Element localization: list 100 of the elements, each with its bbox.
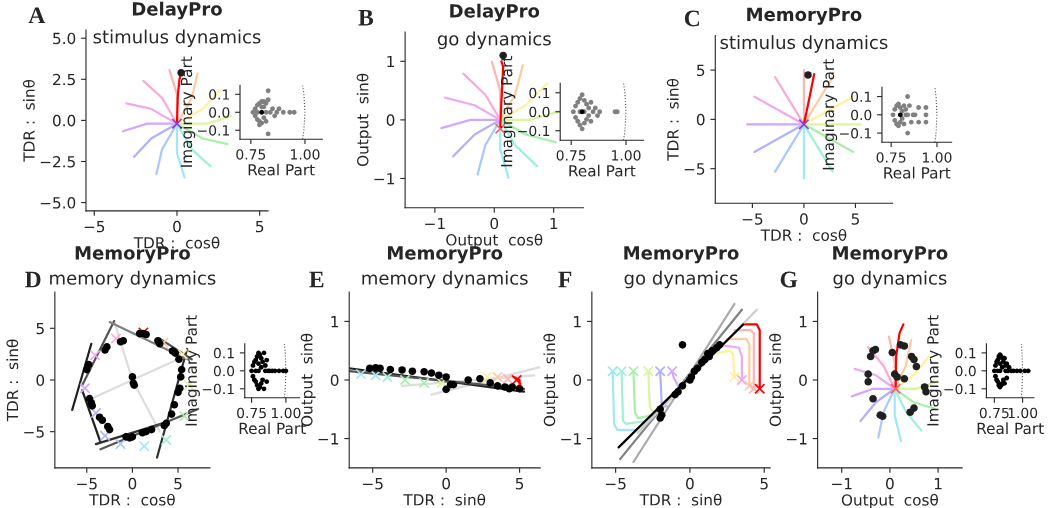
- y-tick-label: 5: [697, 64, 705, 77]
- chart-subtitle: stimulus dynamics: [720, 35, 888, 53]
- x-tick-label: −5: [605, 478, 626, 490]
- x-tick-label: 0: [442, 477, 450, 490]
- x-axis-title: Real Part: [569, 164, 636, 177]
- y-tick-label: 0.0: [529, 106, 550, 118]
- y-tick-label: −5: [24, 426, 44, 438]
- x-axis-title: TDR : cosθ: [760, 228, 847, 241]
- x-axis-title: TDR : sinθ: [639, 493, 722, 506]
- x-axis-title: Real Part: [977, 422, 1044, 435]
- y-tick-label: 1: [574, 316, 581, 328]
- x-tick-label: 1.00: [923, 152, 952, 163]
- y-tick-label: 5: [36, 322, 44, 335]
- x-tick-label: 1.00: [612, 150, 641, 161]
- y-tick-label: −5.0: [40, 197, 76, 209]
- text: C: [684, 10, 699, 27]
- x-tick-label: 0: [173, 220, 181, 233]
- x-tick-label: 5: [174, 478, 182, 490]
- x-tick-label: 5: [515, 478, 524, 490]
- y-tick-label: 1: [387, 55, 394, 68]
- chart-title: DelayPro: [132, 1, 222, 20]
- y-tick-label: 0: [799, 374, 807, 387]
- y-tick-label: −0.1: [840, 128, 871, 139]
- chart-title: MemoryPro: [833, 246, 948, 264]
- x-axis-title: Output cosθ: [841, 493, 938, 508]
- x-tick-label: −5: [77, 478, 97, 490]
- chart-subtitle: stimulus dynamics: [93, 29, 261, 48]
- y-tick-label: −0.1: [202, 383, 234, 395]
- x-tick-label: −5: [742, 213, 763, 225]
- x-tick-label: 1: [550, 217, 558, 230]
- y-axis-title: Output sinθ: [769, 333, 784, 427]
- y-tick-label: −0.1: [944, 383, 976, 395]
- x-tick-label: 1.00: [271, 407, 301, 419]
- x-tick-label: 1.00: [1008, 407, 1038, 419]
- y-axis-title: TDR : sinθ: [666, 78, 679, 161]
- x-tick-label: 0.75: [556, 150, 586, 161]
- y-tick-label: −5: [684, 163, 705, 175]
- text: D: [25, 271, 41, 288]
- x-tick-label: 0: [490, 217, 499, 230]
- y-tick-label: 0.1: [851, 91, 871, 102]
- y-tick-label: 0.1: [209, 89, 230, 100]
- x-tick-label: 5: [256, 221, 264, 233]
- chart-title: DelayPro: [450, 3, 540, 22]
- y-tick-label: 0: [573, 374, 582, 387]
- x-tick-label: 0: [886, 477, 894, 490]
- chart-subtitle: go dynamics: [624, 270, 738, 289]
- y-tick-label: 0.1: [529, 87, 550, 99]
- y-tick-label: 0.1: [213, 347, 234, 359]
- y-tick-label: −1: [561, 433, 581, 445]
- y-tick-label: −0.1: [198, 125, 230, 136]
- y-tick-label: 0: [36, 374, 45, 387]
- x-tick-label: −5: [84, 221, 105, 233]
- x-axis-title: TDR : cosθ: [89, 493, 175, 506]
- y-tick-label: 0.0: [52, 114, 76, 127]
- y-tick-label: 0.0: [213, 365, 235, 377]
- chart-subtitle: go dynamics: [437, 31, 551, 50]
- y-tick-label: 0.0: [209, 107, 230, 118]
- x-axis-title: Real Part: [248, 163, 315, 176]
- y-tick-label: 0.1: [955, 347, 976, 359]
- y-axis-title: TDR : sinθ: [22, 79, 35, 162]
- x-axis-title: Real Part: [884, 166, 951, 179]
- text: B: [358, 9, 374, 26]
- text: F: [558, 271, 572, 288]
- y-tick-label: −2.5: [40, 155, 75, 168]
- x-tick-label: −1: [832, 478, 852, 490]
- x-tick-label: 1.00: [291, 149, 320, 160]
- y-axis-title: Output sinθ: [356, 73, 372, 167]
- y-axis-title: Imaginary Part: [500, 56, 516, 167]
- y-tick-label: 0: [386, 114, 395, 126]
- y-tick-label: 0: [330, 374, 339, 387]
- x-tick-label: 0: [686, 477, 694, 490]
- chart-subtitle: memory dynamics: [362, 270, 528, 289]
- y-axis-title: Output sinθ: [543, 333, 559, 427]
- x-tick-label: 0.75: [979, 407, 1009, 419]
- y-tick-label: 0.0: [851, 109, 872, 121]
- x-tick-label: 1: [934, 478, 942, 490]
- y-tick-label: 0.0: [955, 365, 976, 377]
- chart-subtitle: go dynamics: [833, 270, 947, 289]
- x-axis-title: TDR : sinθ: [403, 493, 486, 506]
- y-tick-label: 1: [331, 316, 339, 328]
- y-axis-title: Imaginary Part: [185, 315, 200, 426]
- x-tick-label: 0: [128, 477, 137, 490]
- y-tick-label: 5.0: [53, 32, 76, 45]
- text: G: [780, 271, 798, 288]
- x-tick-label: −5: [363, 478, 383, 490]
- y-tick-label: −1: [787, 433, 807, 445]
- text: E: [309, 271, 324, 288]
- y-axis-title: Imaginary Part: [822, 59, 838, 170]
- chart-title: MemoryPro: [747, 7, 862, 25]
- x-tick-label: 5: [760, 478, 768, 490]
- chart-subtitle: memory dynamics: [50, 270, 216, 289]
- y-tick-label: 1: [799, 316, 807, 328]
- y-tick-label: −1: [318, 433, 339, 445]
- y-axis-title: Imaginary Part: [180, 56, 196, 167]
- chart-title: MemoryPro: [624, 246, 739, 264]
- x-tick-label: 0.75: [237, 407, 266, 419]
- x-tick-label: 0.75: [236, 149, 266, 160]
- y-axis-title: TDR : sinθ: [6, 339, 19, 422]
- y-tick-label: 2.5: [53, 73, 75, 86]
- y-tick-label: −0.1: [518, 125, 550, 137]
